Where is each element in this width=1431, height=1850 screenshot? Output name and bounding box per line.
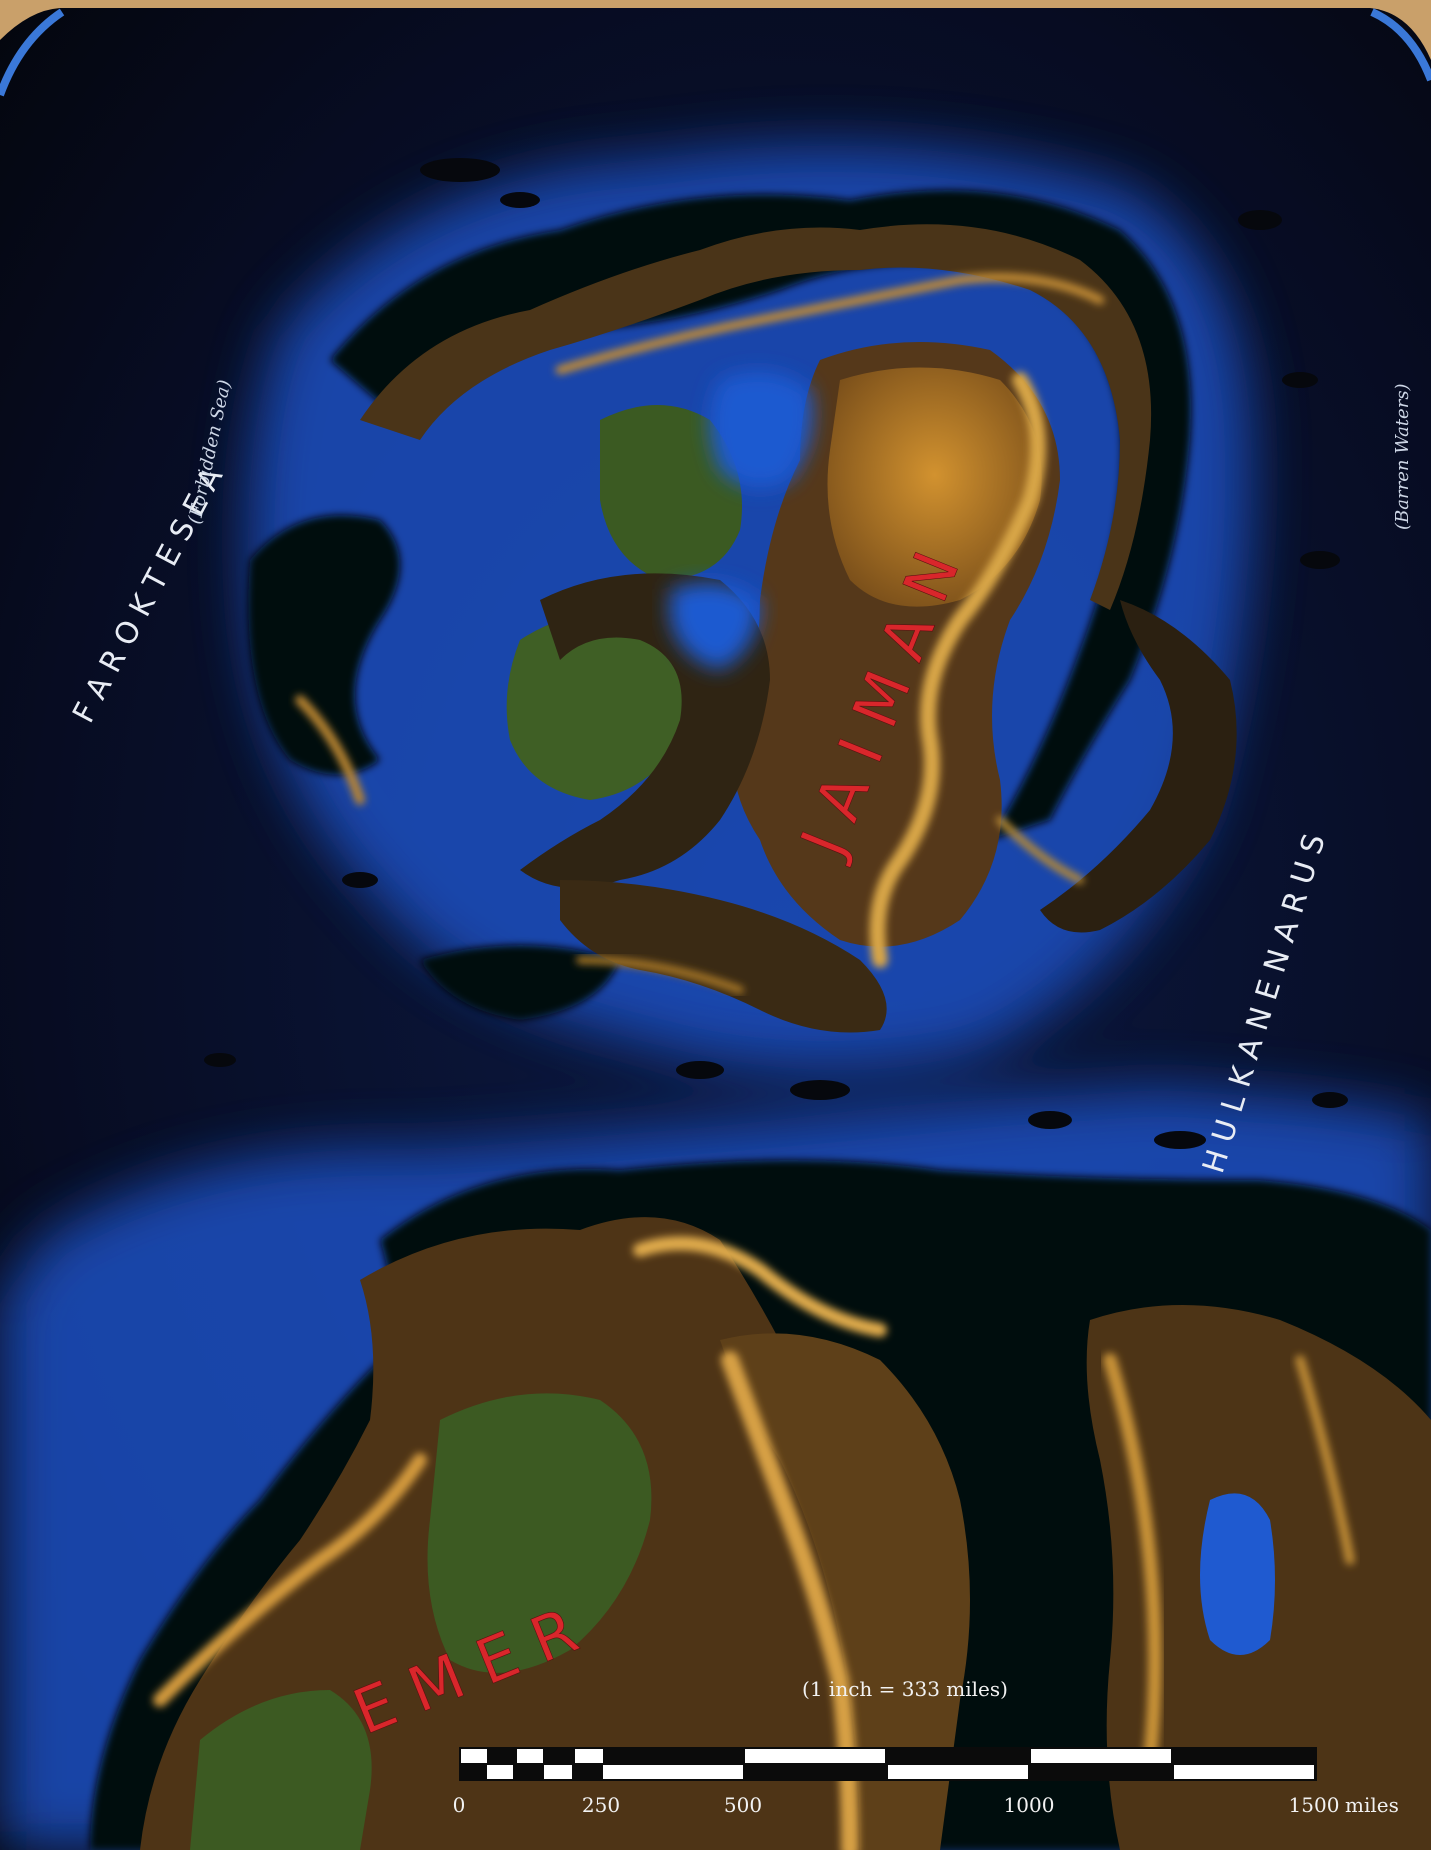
emer-central-highland bbox=[720, 1333, 970, 1850]
emer-green-lowland bbox=[427, 1393, 652, 1673]
scale-tick-1500: 1500 bbox=[1289, 1793, 1340, 1817]
jaiman-east-fringe bbox=[1040, 600, 1237, 933]
jaiman-mountain-spine bbox=[869, 372, 1046, 968]
scale-note: (1 inch = 333 miles) bbox=[802, 1677, 1008, 1701]
jaiman-west-lowland-2 bbox=[506, 613, 692, 800]
scale-tick-0: 0 bbox=[453, 1793, 466, 1817]
emer-landmass bbox=[140, 1217, 1431, 1850]
jaiman-ridge-north bbox=[555, 273, 1105, 375]
jaiman-south-peninsula bbox=[560, 880, 887, 1033]
scale-unit: miles bbox=[1345, 1793, 1399, 1817]
emer-green-southwest bbox=[190, 1690, 372, 1850]
emer-east-lake bbox=[1200, 1493, 1275, 1655]
emer-ridge-east-2 bbox=[1295, 1355, 1355, 1565]
scale-tick-500: 500 bbox=[724, 1793, 762, 1817]
sea-sublabel-barren-waters: (Barren Waters) bbox=[1392, 383, 1413, 530]
scale-bar: (1 inch = 333 miles) 0 250 500 1000 1500… bbox=[453, 1677, 1399, 1817]
emer-ridge-east bbox=[1103, 1353, 1162, 1767]
jaiman-west-lowland bbox=[600, 405, 742, 580]
jaiman-north-arc bbox=[360, 224, 1152, 611]
emer-ridge-west bbox=[153, 1453, 427, 1707]
jaiman-landmass bbox=[295, 224, 1237, 1033]
jaiman-orange-highland bbox=[827, 367, 1042, 607]
jaiman-inner-bay-2 bbox=[670, 582, 760, 670]
jaiman-ridge-east bbox=[996, 816, 1084, 884]
map-rim-left bbox=[0, 8, 65, 97]
map-rim-right bbox=[1370, 8, 1431, 82]
islands bbox=[204, 158, 1348, 1528]
jaiman-ridge-west bbox=[295, 695, 365, 805]
emer-ridge-north bbox=[633, 1236, 887, 1337]
jaiman-inner-bay bbox=[710, 372, 813, 488]
scale-tick-1000: 1000 bbox=[1004, 1793, 1055, 1817]
scale-tick-250: 250 bbox=[582, 1793, 620, 1817]
jaiman-ridge-south bbox=[576, 956, 744, 994]
